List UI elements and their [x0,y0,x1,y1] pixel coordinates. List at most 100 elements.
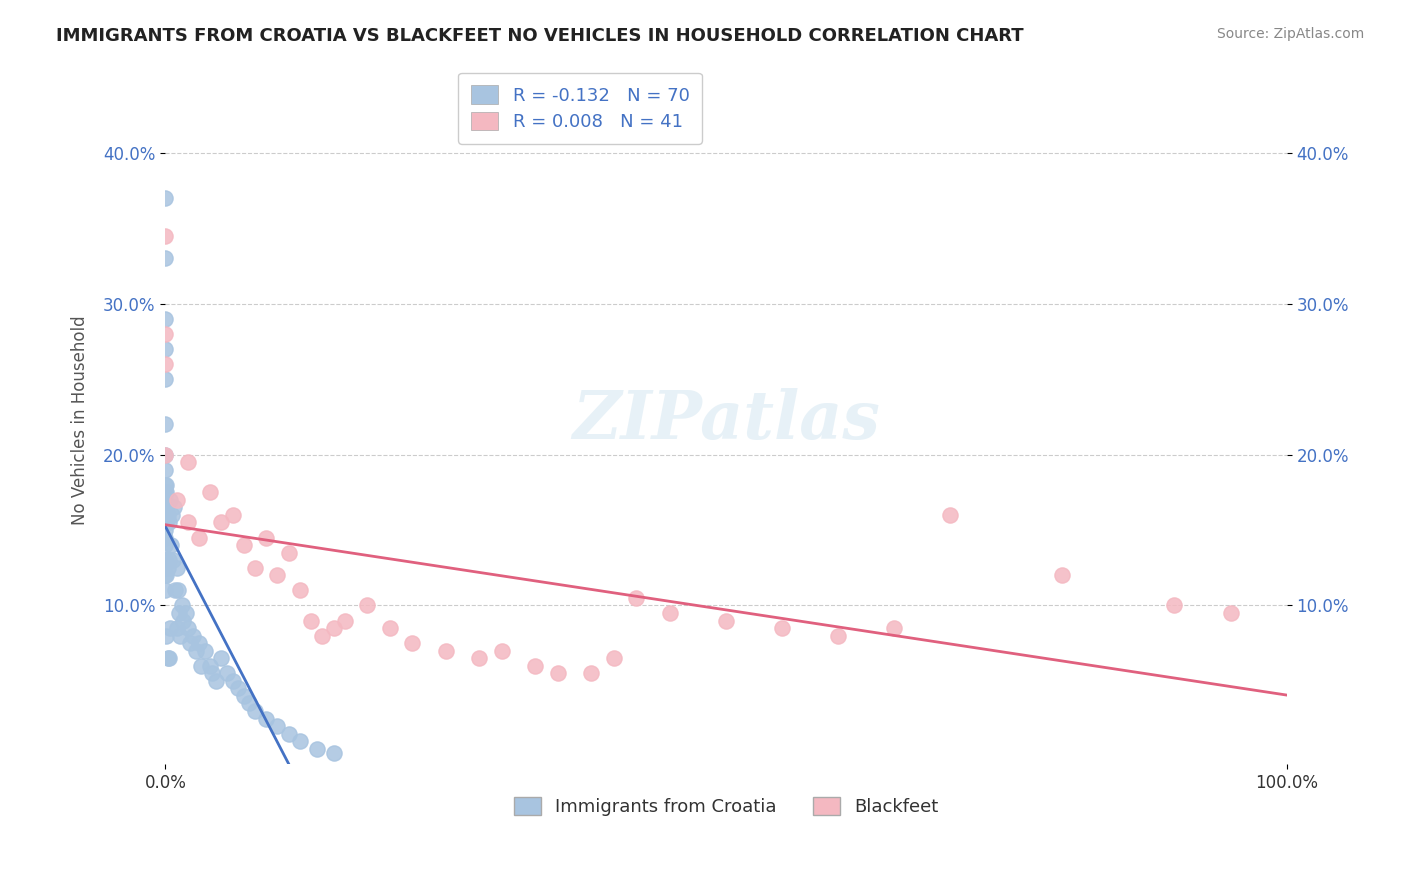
Point [491,643,513,657]
Point [155,538,177,552]
Point [299,614,322,628]
Point [177,516,200,530]
Point [266,719,288,733]
Point [194,643,217,657]
Point [155,326,177,341]
Point [155,191,177,205]
Point [155,448,177,462]
Point [603,651,626,665]
Point [401,636,423,650]
Point [157,553,180,567]
Point [155,342,177,356]
Point [155,492,177,507]
Point [200,658,222,673]
Point [204,673,226,688]
Point [1163,599,1185,613]
Point [165,583,187,598]
Point [166,560,188,574]
Point [155,516,177,530]
Point [188,531,211,545]
Y-axis label: No Vehicles in Household: No Vehicles in Household [72,316,89,525]
Point [155,516,177,530]
Point [156,560,179,574]
Point [215,666,238,681]
Point [209,651,232,665]
Point [226,681,249,696]
Point [159,492,181,507]
Point [939,508,962,522]
Point [190,658,212,673]
Point [156,651,179,665]
Point [883,621,905,635]
Point [277,726,299,740]
Point [155,485,177,500]
Point [155,500,177,515]
Point [322,746,344,760]
Point [159,621,181,635]
Point [288,583,311,598]
Point [254,712,277,726]
Point [155,485,177,500]
Point [155,629,177,643]
Point [179,636,201,650]
Point [434,643,457,657]
Point [827,629,849,643]
Point [155,463,177,477]
Point [155,448,177,462]
Point [166,621,188,635]
Point [658,606,681,620]
Point [232,689,254,703]
Point [238,697,260,711]
Point [157,516,180,530]
Point [626,591,648,605]
Point [243,560,266,574]
Point [356,599,378,613]
Point [155,568,177,582]
Point [172,599,194,613]
Point [254,531,277,545]
Point [333,614,356,628]
Point [155,372,177,386]
Point [155,477,177,491]
Point [155,568,177,582]
Point [200,485,222,500]
Point [172,614,194,628]
Point [155,508,177,522]
Point [155,477,177,491]
Text: ZIPatlas: ZIPatlas [572,388,880,453]
Point [160,538,183,552]
Point [243,704,266,718]
Point [155,252,177,266]
Point [305,741,328,756]
Point [378,621,401,635]
Point [169,629,191,643]
Point [581,666,603,681]
Legend: Immigrants from Croatia, Blackfeet: Immigrants from Croatia, Blackfeet [506,789,946,823]
Point [167,606,190,620]
Point [155,523,177,537]
Point [288,734,311,748]
Point [155,228,177,243]
Point [524,658,547,673]
Point [160,508,183,522]
Point [163,500,186,515]
Point [201,666,224,681]
Point [188,636,211,650]
Point [311,629,333,643]
Point [714,614,737,628]
Point [174,606,197,620]
Point [155,500,177,515]
Point [1219,606,1241,620]
Point [221,673,243,688]
Point [156,508,179,522]
Point [266,568,288,582]
Point [1052,568,1074,582]
Text: IMMIGRANTS FROM CROATIA VS BLACKFEET NO VEHICLES IN HOUSEHOLD CORRELATION CHART: IMMIGRANTS FROM CROATIA VS BLACKFEET NO … [56,27,1024,45]
Point [155,357,177,371]
Point [322,621,344,635]
Point [770,621,793,635]
Point [221,508,243,522]
Point [162,553,184,567]
Point [155,417,177,432]
Point [277,546,299,560]
